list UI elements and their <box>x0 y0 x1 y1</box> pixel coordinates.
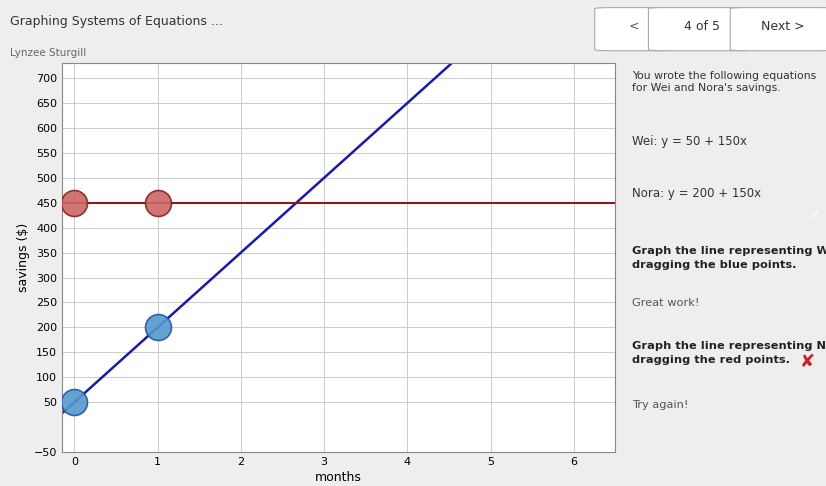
Text: Nora: y = 200 + 150x: Nora: y = 200 + 150x <box>632 187 761 200</box>
Text: Wei: y = 50 + 150x: Wei: y = 50 + 150x <box>632 135 747 148</box>
FancyBboxPatch shape <box>648 8 756 51</box>
Text: Try again!: Try again! <box>632 400 688 411</box>
Text: ✘: ✘ <box>800 353 814 371</box>
Point <box>151 199 164 207</box>
Point <box>68 199 81 207</box>
Text: Next >: Next > <box>761 20 805 33</box>
Text: Graph the line representing Nora’s savings over time by
dragging the red points.: Graph the line representing Nora’s savin… <box>632 341 826 364</box>
Text: Graphing Systems of Equations ...: Graphing Systems of Equations ... <box>10 15 223 28</box>
X-axis label: months: months <box>316 471 362 484</box>
Text: Graph the line representing Wei’s savings over time by
dragging the blue points.: Graph the line representing Wei’s saving… <box>632 246 826 271</box>
Text: You wrote the following equations for Wei and Nora's savings.: You wrote the following equations for We… <box>632 71 816 93</box>
Point <box>68 398 81 406</box>
FancyBboxPatch shape <box>595 8 673 51</box>
Text: 4 of 5: 4 of 5 <box>684 20 720 33</box>
Text: <: < <box>629 20 639 33</box>
Text: ✓: ✓ <box>809 209 819 222</box>
Y-axis label: savings ($): savings ($) <box>17 223 30 292</box>
Point <box>151 324 164 331</box>
Text: Lynzee Sturgill: Lynzee Sturgill <box>10 48 86 58</box>
Text: Great work!: Great work! <box>632 298 700 308</box>
FancyBboxPatch shape <box>730 8 826 51</box>
